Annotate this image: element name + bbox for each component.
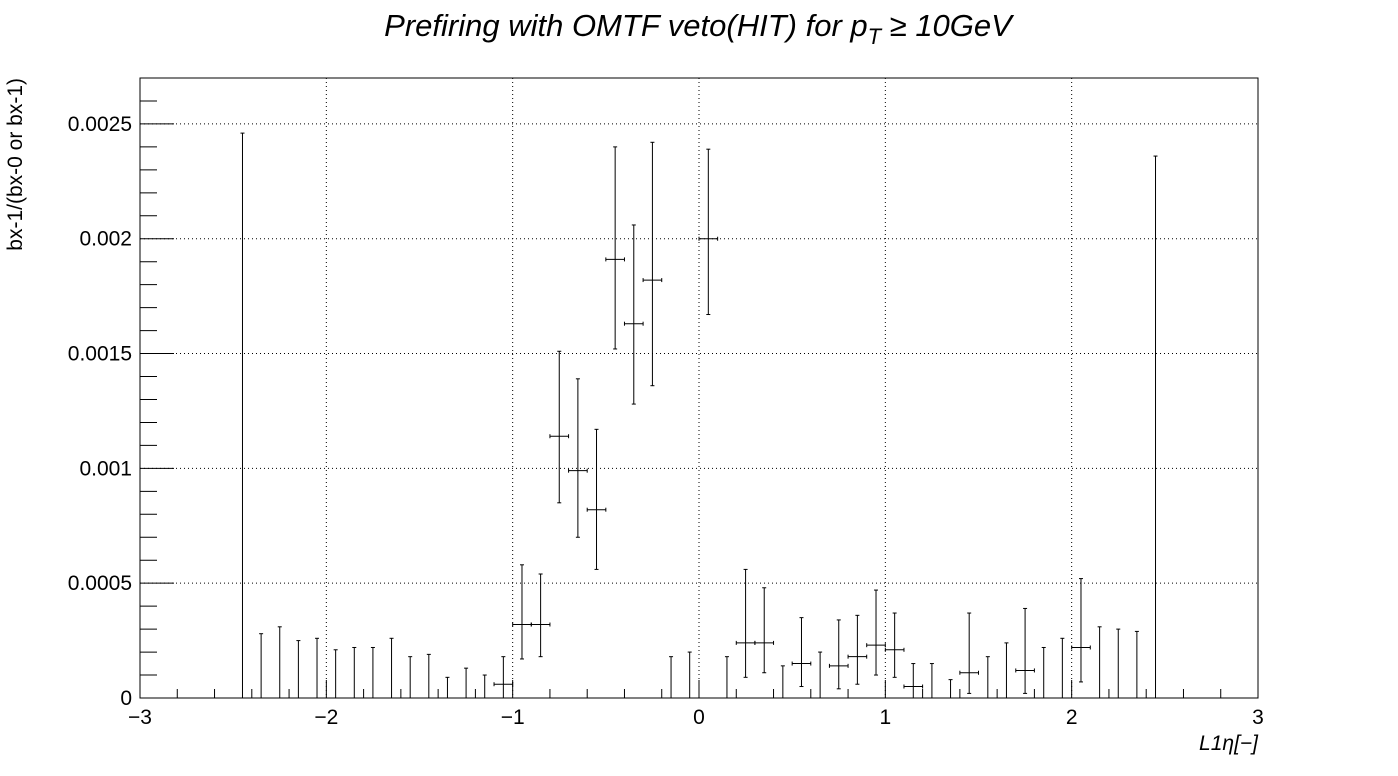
- data-point: [493, 656, 514, 699]
- data-point: [985, 656, 990, 698]
- data-point: [1041, 646, 1046, 698]
- data-point: [866, 589, 886, 676]
- data-point: [724, 656, 729, 698]
- data-point: [698, 148, 719, 316]
- data-point: [754, 587, 775, 674]
- data-point: [884, 612, 905, 678]
- data-point: [464, 667, 469, 698]
- data-point: [929, 663, 934, 698]
- grid-layer: [140, 78, 1258, 698]
- x-tick-label: 2: [1066, 706, 1078, 729]
- data-point: [828, 619, 849, 690]
- data-point: [623, 224, 644, 405]
- chart-title-subscript: T: [868, 24, 883, 49]
- data-point: [1134, 630, 1139, 698]
- data-point: [818, 651, 823, 698]
- data-point: [445, 676, 450, 698]
- x-axis-title: L1η[−]: [1199, 732, 1259, 755]
- data-point: [549, 350, 570, 504]
- y-tick-label: 0.0025: [68, 113, 132, 136]
- x-tick-label: −3: [128, 706, 152, 729]
- data-point: [669, 656, 674, 698]
- data-point: [959, 612, 979, 694]
- data-point: [389, 637, 394, 698]
- data-point: [1004, 642, 1009, 698]
- data-point: [735, 568, 756, 678]
- data-point: [1060, 637, 1065, 698]
- data-layer: [240, 132, 1158, 699]
- data-point: [903, 663, 924, 699]
- data-point: [512, 564, 532, 660]
- y-tick-label: 0.0005: [68, 572, 132, 595]
- data-point: [1097, 626, 1102, 698]
- x-tick-label: 1: [879, 706, 891, 729]
- data-point: [408, 656, 413, 698]
- data-point: [315, 637, 320, 698]
- x-tick-label: 3: [1252, 706, 1264, 729]
- data-point: [1015, 607, 1035, 694]
- data-point: [1153, 155, 1158, 698]
- data-point: [482, 674, 487, 698]
- data-point: [791, 617, 812, 688]
- y-tick-label: 0.001: [79, 457, 132, 480]
- data-point: [296, 640, 301, 698]
- x-tick-label: −2: [314, 706, 338, 729]
- x-tick-label: 0: [693, 706, 705, 729]
- data-point: [352, 646, 357, 698]
- data-point: [530, 573, 551, 658]
- chart-title: Prefiring with OMTF veto(HIT) for pT ≥ 1…: [384, 8, 1015, 49]
- data-point: [1116, 628, 1121, 698]
- data-point: [687, 651, 692, 698]
- data-point: [240, 132, 245, 698]
- data-point: [568, 378, 588, 538]
- y-axis-title: bx-1/(bx-0 or bx-1): [4, 78, 27, 251]
- x-tick-label: −1: [501, 706, 525, 729]
- chart-title-main: Prefiring with OMTF veto(HIT) for p: [384, 8, 867, 43]
- data-point: [259, 633, 264, 698]
- data-point: [333, 649, 338, 698]
- data-point: [370, 646, 375, 698]
- data-point: [1071, 578, 1091, 683]
- chart-title-tail: ≥ 10GeV: [881, 8, 1015, 43]
- axes-layer: −3 −2 −1 0 1 2 3 0 0.0005 0.001 0.0015 0.002 0.0025: [68, 77, 1264, 729]
- y-tick-label: 0.0015: [68, 343, 132, 366]
- data-point: [948, 679, 953, 698]
- y-tick-label: 0: [120, 687, 132, 710]
- data-point: [277, 626, 282, 698]
- data-point: [426, 653, 431, 698]
- y-tick-label: 0.002: [79, 228, 132, 251]
- data-point: [780, 665, 785, 698]
- data-point: [586, 428, 607, 570]
- data-point: [642, 141, 663, 387]
- data-point: [847, 614, 868, 685]
- data-point: [605, 146, 625, 350]
